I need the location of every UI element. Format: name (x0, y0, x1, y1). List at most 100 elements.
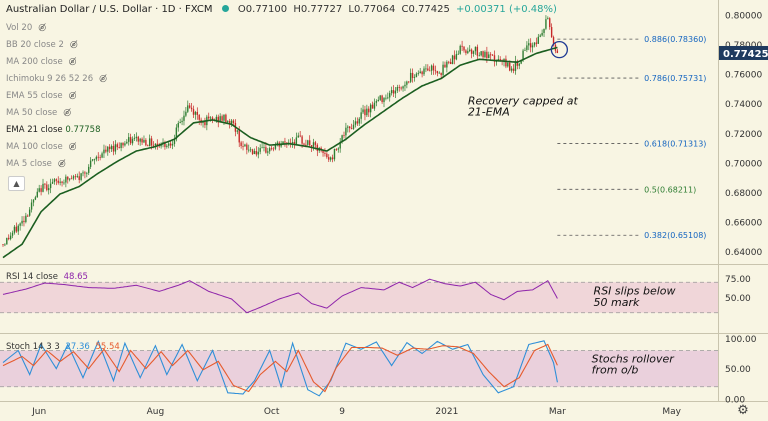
ema21-line (2, 46, 558, 259)
candle (211, 117, 214, 120)
ohlc-open: O0.77100 (237, 4, 288, 15)
candle (535, 42, 538, 44)
candle (331, 157, 334, 160)
candle (105, 149, 107, 152)
candle (291, 142, 294, 144)
candle (177, 123, 179, 128)
candle (337, 148, 339, 150)
candle (379, 95, 381, 100)
candle (25, 215, 27, 223)
candle (509, 62, 511, 71)
price-tick-label: 0.66000 (725, 219, 762, 229)
candle (429, 70, 431, 72)
candle (394, 90, 397, 94)
candle (552, 37, 555, 45)
time-tick-label: 2021 (435, 407, 458, 417)
candle (76, 176, 78, 178)
candle (9, 235, 12, 240)
candle (215, 116, 218, 121)
indicator-row[interactable]: MA 100 close ◎̸ (6, 142, 77, 152)
candle (173, 139, 176, 144)
stoch-tick-label: 100.00 (725, 335, 757, 345)
candle (6, 237, 8, 245)
price-tick-label: 0.76000 (725, 71, 762, 81)
candle (545, 19, 547, 29)
candle (478, 55, 480, 57)
ohlc-close: C0.77425 (401, 4, 450, 15)
candle (141, 138, 143, 143)
collapse-legend-button[interactable]: ▲ (8, 176, 25, 191)
candle (320, 147, 322, 150)
candle (402, 86, 404, 89)
candle (230, 120, 233, 125)
candle (63, 182, 65, 184)
stoch-annotation-text: from o/b (592, 363, 639, 376)
candle (55, 179, 58, 181)
candle (484, 51, 486, 58)
indicator-row[interactable]: Vol 20 ◎̸ (6, 23, 46, 33)
circle-marker (550, 41, 569, 59)
candle (368, 108, 370, 113)
candle (120, 142, 122, 149)
eye-hidden-icon[interactable]: ◎̸ (57, 159, 66, 169)
eye-hidden-icon[interactable]: ◎̸ (68, 91, 77, 101)
candle (164, 142, 166, 147)
candle (263, 147, 265, 148)
indicator-row-ema21[interactable]: EMA 21 close 0.77758 (6, 125, 101, 135)
indicator-label: MA 5 close (6, 159, 52, 169)
candle (295, 137, 298, 145)
candle (248, 149, 250, 151)
candle (362, 109, 364, 113)
candle (430, 65, 433, 71)
candle (505, 58, 507, 67)
candle (110, 145, 113, 150)
candle (188, 105, 191, 108)
eye-hidden-icon[interactable]: ◎̸ (99, 74, 107, 84)
eye-hidden-icon[interactable]: ◎̸ (38, 23, 47, 33)
candle (181, 120, 183, 123)
candle (345, 127, 347, 136)
ema21-value: 0.77758 (65, 125, 101, 135)
candle (274, 145, 277, 149)
eye-hidden-icon[interactable]: ◎̸ (68, 57, 77, 67)
candle (139, 138, 141, 142)
indicator-row[interactable]: BB 20 close 2 ◎̸ (6, 40, 78, 50)
candle (404, 84, 406, 87)
candle (316, 144, 319, 151)
candle (459, 45, 461, 54)
candle (489, 54, 492, 56)
candle (390, 90, 393, 94)
settings-button[interactable]: ⚙ (736, 404, 750, 418)
candle (40, 188, 42, 192)
candle (59, 181, 61, 183)
eye-hidden-icon[interactable]: ◎̸ (68, 142, 77, 152)
candle (11, 232, 14, 236)
indicator-row[interactable]: MA 5 close ◎̸ (6, 159, 66, 169)
eye-hidden-icon[interactable]: ◎̸ (63, 108, 72, 118)
candle (118, 147, 120, 149)
indicator-label: MA 200 close (6, 57, 63, 67)
indicator-label: MA 100 close (6, 142, 63, 152)
candle (86, 172, 88, 174)
candle (265, 147, 267, 153)
ohlc-change: +0.00371 (+0.48%) (456, 4, 557, 15)
candle (539, 35, 541, 37)
candle (122, 142, 124, 146)
time-tick-label: 9 (339, 407, 345, 417)
candle (425, 68, 427, 70)
candle (461, 45, 463, 47)
candle (74, 176, 77, 178)
candle (406, 81, 408, 85)
candle (196, 111, 199, 115)
time-tick-label: Mar (549, 407, 566, 417)
candle (4, 244, 6, 246)
indicator-row[interactable]: MA 50 close ◎̸ (6, 108, 71, 118)
candle (444, 64, 446, 68)
candle (227, 121, 229, 123)
eye-hidden-icon[interactable]: ◎̸ (69, 40, 78, 50)
candle (326, 153, 328, 158)
indicator-row[interactable]: EMA 55 close ◎̸ (6, 91, 77, 101)
indicator-row[interactable]: MA 200 close ◎̸ (6, 57, 77, 67)
stoch-band (0, 350, 718, 387)
indicator-row[interactable]: Ichimoku 9 26 52 26 ◎̸ (6, 74, 107, 84)
